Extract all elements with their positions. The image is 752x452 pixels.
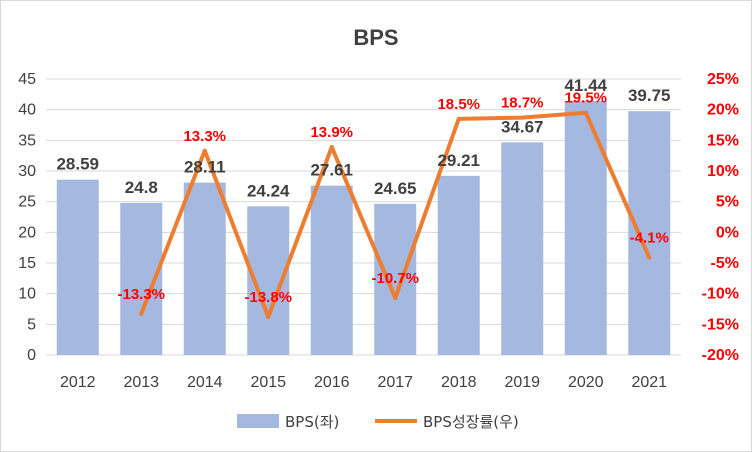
x-axis-ticks: 2012 2013 2014 2015 2016 2017 2018 2019 2020 2021 [60,374,667,391]
bar [437,175,480,355]
bar-data-label: 28.59 [56,155,99,174]
bar-data-label: 39.75 [628,86,671,105]
bar [374,203,417,355]
bar-data-label: 24.24 [247,181,290,200]
line-point [202,148,207,153]
right-tick-label: 5% [716,194,739,211]
left-tick-label: 45 [18,71,36,88]
bar-series [56,100,671,356]
legend-bar-label: BPS(좌) [285,413,339,431]
x-tick-label: 2020 [568,374,604,391]
left-tick-label: 35 [18,132,36,149]
line-point [266,314,271,319]
right-tick-label: -5% [711,255,739,272]
line-data-label: -10.7% [371,270,419,287]
right-tick-label: -20% [702,347,739,364]
line-data-label: 18.5% [437,96,480,113]
right-tick-label: 10% [707,163,739,180]
bar-data-label: 24.8 [125,178,158,197]
line-data-labels: -13.3% 13.3% -13.8% 13.9% -10.7% 18.5% 18.7% 19… [117,90,668,306]
right-tick-label: 15% [707,132,739,149]
x-tick-label: 2014 [187,374,223,391]
x-tick-label: 2019 [504,374,540,391]
line-data-label: -4.1% [630,229,669,246]
line-data-label: 13.9% [310,124,353,141]
legend-line-label: BPS성장률(우) [423,413,519,431]
legend-bar-swatch [237,414,279,428]
right-tick-label: 25% [707,71,739,88]
x-tick-label: 2017 [377,374,413,391]
right-tick-label: -15% [702,316,739,333]
x-tick-label: 2013 [123,374,159,391]
line-point [393,295,398,300]
bar [183,182,226,355]
x-tick-label: 2021 [631,374,667,391]
legend: BPS(좌) BPS성장률(우) [237,413,519,431]
bar [310,185,353,355]
left-tick-label: 15 [18,255,36,272]
line-data-label: -13.3% [117,286,165,303]
line-point [647,255,652,260]
line-point [520,115,525,120]
left-axis-ticks: 0 5 10 15 20 25 30 35 40 45 [18,71,36,364]
chart-title: BPS [353,25,398,50]
bar-data-label: 24.65 [374,179,417,198]
right-tick-label: 20% [707,102,739,119]
line-point [329,145,334,150]
line-data-label: -13.8% [244,289,292,306]
x-tick-label: 2015 [250,374,286,391]
bar-data-label: 41.44 [564,76,607,95]
bar-data-label: 28.11 [184,158,226,177]
line-point [583,110,588,115]
bar-data-label: 27.61 [310,161,353,180]
line-point [456,116,461,121]
bar [628,111,671,355]
x-tick-label: 2016 [314,374,350,391]
bar-data-label: 29.21 [437,151,480,170]
bar [501,142,544,355]
right-tick-label: -10% [702,286,739,303]
left-tick-label: 25 [18,194,36,211]
x-tick-label: 2018 [441,374,477,391]
line-point [139,311,144,316]
left-tick-label: 0 [27,347,36,364]
bar-data-labels: 28.59 24.8 28.11 24.24 27.61 24.65 29.21 34.67 4… [56,76,670,200]
left-tick-label: 30 [18,163,36,180]
x-tick-label: 2012 [60,374,96,391]
right-axis-ticks: -20% -15% -10% -5% 0% 5% 10% 15% 20% 25% [702,71,739,364]
bar [564,100,607,356]
bar-data-label: 34.67 [501,117,544,136]
left-tick-label: 40 [18,102,36,119]
right-tick-label: 0% [716,224,739,241]
line-data-label: 18.7% [501,95,544,112]
left-tick-label: 20 [18,224,36,241]
line-data-label: 19.5% [564,90,607,107]
line-series [139,110,652,319]
left-tick-label: 5 [27,316,36,333]
bar [56,179,99,355]
left-tick-label: 10 [18,286,36,303]
line-data-label: 13.3% [183,128,226,145]
